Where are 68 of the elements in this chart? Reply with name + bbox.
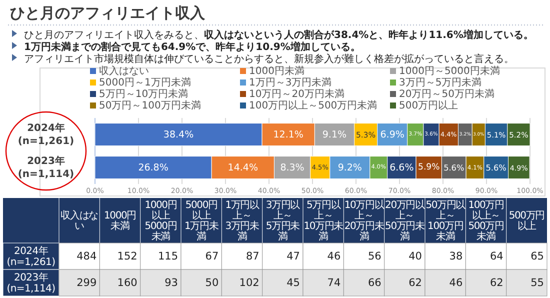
- data-label: 67: [205, 250, 219, 262]
- y-tick-label: 2024年 (n=1,261): [18, 122, 74, 146]
- data-label: 40: [408, 250, 422, 262]
- data-label: 74: [327, 276, 341, 289]
- data-label: 56: [368, 250, 382, 262]
- x-tick-label: 500万円以上: [508, 210, 544, 232]
- legend-label: 20万円～50万円未満: [399, 88, 494, 100]
- x-tick-label: 1000円未満: [104, 210, 136, 232]
- data-label: 46: [327, 250, 341, 262]
- data-label: 484: [76, 250, 97, 262]
- data-label: 46: [449, 276, 463, 289]
- data-label: 5.6%: [486, 162, 507, 172]
- legend-label: 収入はない: [99, 65, 149, 77]
- data-label: 115: [158, 250, 178, 262]
- legend-label: 100万円以上～500万円未満: [249, 100, 378, 112]
- text: 1万円未満までの割合で見ても64.9%で、昨年より10.9%増加している。: [24, 41, 360, 53]
- data-label: 9.2%: [338, 162, 362, 173]
- chart-title: ひと月のアフィリエイト収入: [10, 4, 206, 22]
- legend-label: 3万円～5万円未満: [399, 76, 482, 88]
- x-tick-label: 収入はない: [60, 208, 99, 232]
- data-label: 64: [490, 250, 504, 262]
- x-tick-label: 1万円以上～ 3万円未満: [225, 198, 260, 242]
- data-label: 299: [76, 276, 97, 289]
- data-label: 5.9%: [418, 162, 440, 172]
- x-tick-label: 5000円以上 1万円未満: [184, 199, 219, 242]
- data-label: 66: [368, 276, 382, 289]
- data-label: 65: [530, 250, 544, 262]
- data-label: 6.6%: [390, 162, 414, 173]
- legend-label: 5万円～10万円未満: [99, 88, 188, 100]
- data-label: 62: [490, 276, 504, 289]
- legend-label: 10万円～20万円未満: [249, 88, 344, 100]
- data-label: 87: [246, 250, 260, 262]
- text: ひと月のアフィリエイト収入をみると、収入はないという人の割合が38.4%と、昨年より11.6%増加している。: [24, 29, 534, 41]
- y-tick-label: 2024年 (n=1,261): [6, 244, 56, 268]
- data-label: 38: [449, 250, 463, 262]
- x-tick-label: 10万円以上～ 20万円未満: [344, 198, 384, 242]
- data-label: 152: [117, 250, 138, 262]
- data-label: 62: [408, 276, 422, 289]
- legend-label: 50万円～100万円未満: [99, 100, 201, 112]
- data-label: 47: [286, 250, 300, 262]
- data-label: 26.8%: [138, 162, 168, 173]
- legend-label: 500万円以上: [399, 100, 458, 112]
- legend-label: 5000円～1万円未満: [99, 76, 191, 88]
- data-label: 102: [239, 276, 260, 289]
- data-label: 93: [164, 276, 178, 289]
- data-label: 8.3%: [280, 162, 304, 173]
- legend-label: 1000円未満: [249, 65, 304, 77]
- data-label: 160: [117, 276, 138, 289]
- y-tick-label: 2023年 (n=1,114): [18, 154, 74, 180]
- y-tick-label: 2023年 (n=1,114): [6, 270, 56, 294]
- data-label: 38.4%: [163, 129, 194, 140]
- data-label: 55: [530, 276, 544, 289]
- x-tick-label: 100万円以上～ 500万円未満: [468, 199, 504, 242]
- x-tick-label: 20万円以上～ 50万円未満: [385, 198, 425, 242]
- data-label: 50: [205, 276, 219, 289]
- text: アフィリエイト市場規模自体は伸びていることからすると、新規参入が難しく格差が拡がっていると言える。: [24, 53, 514, 65]
- legend-label: 1000円～5000円未満: [399, 65, 500, 77]
- data-label: 9.1%: [322, 129, 347, 140]
- data-label: 6.9%: [380, 129, 404, 140]
- data-label: 5.6%: [444, 162, 464, 172]
- data-label: 12.1%: [273, 129, 304, 140]
- data-label: 14.4%: [228, 162, 258, 173]
- data-label: 45: [286, 276, 300, 289]
- legend-label: 1万円～3万円未満: [249, 76, 332, 88]
- x-tick-label: 50万円以上～ 100万円未満: [426, 198, 466, 242]
- x-tick-label: 3万円以上～ 5万円未満: [266, 198, 300, 242]
- x-tick-label: 5万円以上～ 10万円未満: [304, 198, 344, 242]
- x-tick-label: 1000円以上 5000円未満: [144, 199, 177, 242]
